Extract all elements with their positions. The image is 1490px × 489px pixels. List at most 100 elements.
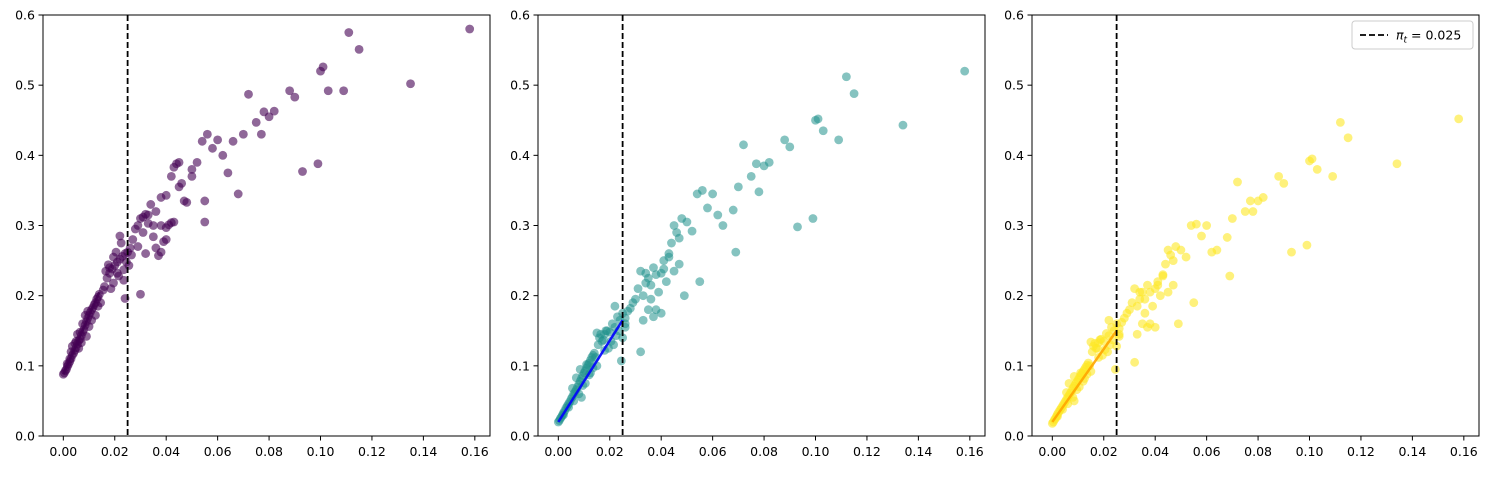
y-tick-label: 0.4 — [1004, 148, 1024, 163]
data-point — [687, 226, 697, 236]
legend-label: πt = 0.025 — [1396, 28, 1461, 46]
data-point — [898, 120, 908, 130]
data-point — [733, 182, 743, 192]
fit-line — [1051, 330, 1118, 423]
data-point — [111, 247, 121, 257]
data-point — [290, 92, 300, 102]
data-point — [568, 383, 577, 393]
y-tick-label: 0.5 — [1004, 78, 1024, 93]
legend: πt = 0.025 — [1351, 20, 1474, 50]
data-point — [638, 315, 648, 325]
data-point — [651, 305, 661, 315]
y-tick-label: 0.1 — [1004, 358, 1024, 373]
data-point — [143, 210, 153, 220]
x-tick-label: 0.10 — [802, 444, 830, 459]
data-point — [169, 217, 179, 227]
data-point — [1227, 214, 1237, 223]
data-point — [598, 335, 608, 345]
data-point — [116, 238, 126, 248]
data-point — [682, 217, 692, 227]
x-tick-label: 0.12 — [853, 444, 881, 459]
data-point — [1274, 171, 1284, 181]
data-point — [1140, 308, 1150, 318]
data-point — [1132, 329, 1142, 339]
data-point — [679, 291, 689, 301]
data-point — [146, 200, 156, 209]
data-point — [1155, 291, 1165, 301]
data-point — [465, 24, 475, 34]
data-point — [269, 106, 279, 116]
y-tick-label: 0.3 — [15, 218, 35, 233]
data-point — [1258, 193, 1268, 202]
x-tick-label: 0.00 — [544, 444, 572, 459]
x-tick-label: 0.08 — [750, 444, 778, 459]
data-point — [610, 301, 620, 311]
data-point — [223, 168, 233, 178]
data-point — [849, 89, 859, 98]
data-point — [1302, 240, 1312, 250]
data-point — [841, 72, 851, 82]
x-tick-label: 0.02 — [596, 444, 624, 459]
data-point — [151, 207, 161, 216]
data-point — [213, 135, 223, 145]
data-point — [93, 301, 103, 311]
data-point — [1191, 219, 1201, 229]
scatter-panel-1: 0.00 0.02 0.04 0.06 0.08 0.10 0.12 0.14 0.16 0.0 0… — [15, 8, 491, 459]
data-point — [285, 86, 295, 96]
x-tick-label: 0.14 — [904, 444, 932, 459]
data-point — [697, 186, 707, 195]
data-point — [1392, 159, 1402, 169]
y-tick-label: 0.6 — [1004, 8, 1024, 23]
data-point — [1143, 280, 1152, 290]
x-tick-label: 0.00 — [49, 444, 77, 459]
data-point — [746, 171, 756, 181]
data-point — [664, 249, 674, 258]
data-point — [128, 235, 138, 244]
x-tick-label: 0.14 — [409, 444, 437, 459]
data-point — [703, 203, 712, 213]
data-point — [731, 247, 741, 257]
data-point — [1202, 221, 1212, 230]
y-tick-label: 0.1 — [15, 358, 35, 373]
data-point — [174, 157, 184, 167]
data-point — [667, 238, 676, 248]
data-point — [244, 89, 253, 99]
data-point — [406, 79, 415, 89]
data-point — [1343, 133, 1353, 143]
data-point — [339, 86, 349, 96]
y-tick-label: 0.0 — [1004, 429, 1024, 444]
data-point — [109, 278, 118, 288]
data-point — [187, 171, 197, 181]
scatter-panel-3: 0.00 0.02 0.04 0.06 0.08 0.10 0.12 0.14 0.16 0.0 0… — [1004, 8, 1480, 459]
y-tick-label: 0.6 — [15, 8, 35, 23]
data-point — [631, 294, 640, 304]
data-point — [192, 157, 202, 167]
data-point — [1312, 164, 1322, 174]
data-point — [156, 247, 166, 257]
data-point — [718, 221, 728, 230]
data-point — [148, 232, 158, 242]
fit-line — [557, 319, 624, 423]
data-point — [1092, 343, 1102, 353]
data-point — [323, 86, 333, 96]
y-tick-label: 0.2 — [1004, 288, 1024, 303]
data-point — [1189, 298, 1199, 308]
x-tick-label: 0.12 — [1347, 444, 1375, 459]
y-tick-label: 0.5 — [510, 78, 530, 93]
data-point — [182, 197, 192, 207]
data-point — [318, 62, 328, 72]
data-point — [739, 140, 748, 150]
y-tick-label: 0.6 — [510, 8, 530, 23]
data-point — [82, 331, 91, 341]
data-point — [669, 266, 679, 276]
data-point — [654, 287, 664, 297]
data-point — [1064, 378, 1074, 388]
x-tick-label: 0.10 — [307, 444, 335, 459]
data-point — [1328, 171, 1338, 181]
data-point — [1130, 357, 1140, 367]
data-point — [641, 268, 651, 278]
data-point — [1125, 305, 1134, 315]
data-point — [1287, 247, 1296, 257]
data-point — [1279, 179, 1289, 188]
